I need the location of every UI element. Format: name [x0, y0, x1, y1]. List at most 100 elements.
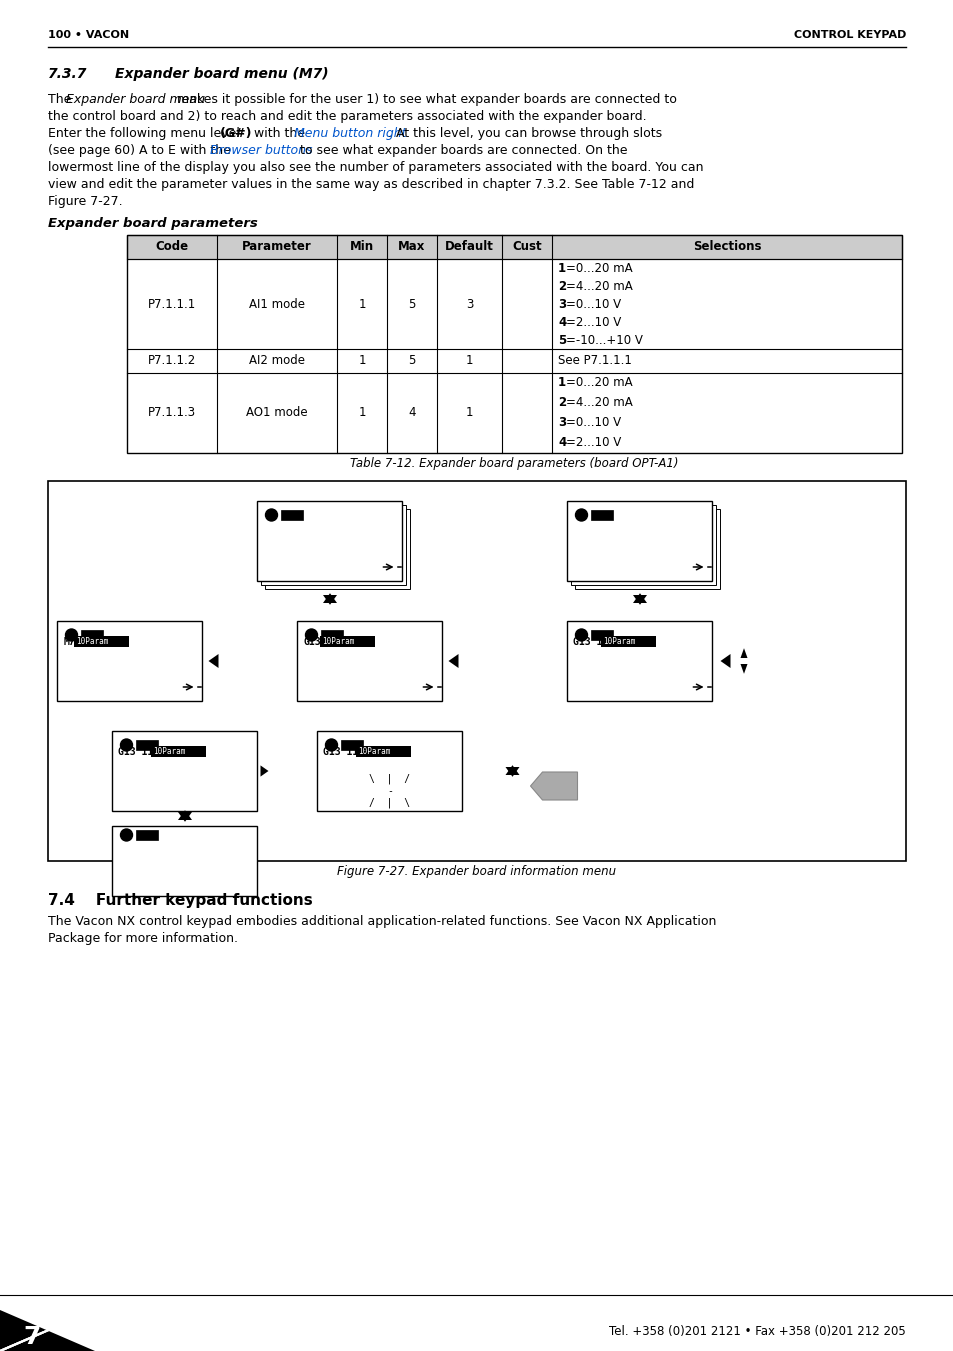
Text: Figure 7-27.: Figure 7-27.	[48, 195, 123, 208]
Text: Max: Max	[398, 240, 425, 254]
Text: Code: Code	[155, 240, 189, 254]
Text: G13 11: G13 11	[118, 747, 153, 757]
Text: =0...10 V: =0...10 V	[565, 416, 620, 430]
Text: Selections: Selections	[692, 240, 760, 254]
Text: 10Param: 10Param	[602, 638, 635, 647]
Bar	[321, 630, 343, 640]
Text: 1: 1	[358, 354, 365, 367]
Bar	[81, 630, 103, 640]
Bar	[341, 740, 363, 750]
Text: G13: G13	[303, 638, 321, 647]
Text: =0...20 mA: =0...20 mA	[565, 377, 632, 389]
Text: Enter the following menu level: Enter the following menu level	[48, 127, 244, 141]
Bar	[112, 731, 257, 811]
Bar	[319, 636, 375, 647]
Text: with the: with the	[250, 127, 309, 141]
Text: 5: 5	[408, 354, 416, 367]
Text: AO1 mode: AO1 mode	[246, 407, 308, 420]
Bar	[152, 746, 206, 757]
Text: G13 1: G13 1	[573, 638, 602, 647]
Bar	[74, 636, 130, 647]
Bar	[261, 505, 406, 585]
Bar	[567, 501, 712, 581]
Text: 3: 3	[465, 297, 473, 311]
Text: 10Param: 10Param	[153, 747, 186, 757]
Text: =4...20 mA: =4...20 mA	[565, 280, 632, 293]
Text: Tel. +358 (0)201 2121 • Fax +358 (0)201 212 205: Tel. +358 (0)201 2121 • Fax +358 (0)201 …	[609, 1325, 905, 1339]
Text: =2...10 V: =2...10 V	[565, 436, 620, 450]
Text: The Vacon NX control keypad embodies additional application-related functions. S: The Vacon NX control keypad embodies add…	[48, 915, 716, 928]
Text: 4: 4	[408, 407, 416, 420]
Polygon shape	[720, 654, 730, 667]
Text: -: -	[387, 786, 393, 796]
Circle shape	[66, 630, 77, 640]
Bar	[127, 235, 901, 453]
Text: P7.1.1.1: P7.1.1.1	[148, 297, 196, 311]
Polygon shape	[633, 594, 646, 605]
Text: =0...10 V: =0...10 V	[565, 297, 620, 311]
Bar	[297, 621, 442, 701]
Text: 5: 5	[558, 334, 566, 346]
Polygon shape	[633, 593, 646, 603]
Text: 3: 3	[558, 416, 565, 430]
Text: 7.3.7: 7.3.7	[48, 68, 88, 81]
Text: P7.1.1.3: P7.1.1.3	[148, 407, 196, 420]
Text: Table 7-12. Expander board parameters (board OPT-A1): Table 7-12. Expander board parameters (b…	[350, 457, 678, 470]
Polygon shape	[448, 654, 458, 667]
Polygon shape	[0, 1310, 95, 1351]
Text: 1: 1	[358, 407, 365, 420]
Text: (see page 60) A to E with the: (see page 60) A to E with the	[48, 145, 234, 157]
Text: 5: 5	[408, 297, 416, 311]
Bar	[317, 731, 462, 811]
Text: 10Param: 10Param	[76, 638, 109, 647]
Polygon shape	[178, 811, 192, 820]
Polygon shape	[530, 771, 577, 800]
Polygon shape	[740, 663, 747, 674]
Bar	[281, 509, 303, 520]
Text: 2: 2	[558, 280, 565, 293]
Text: to see what expander boards are connected. On the: to see what expander boards are connecte…	[295, 145, 627, 157]
Circle shape	[305, 630, 317, 640]
Polygon shape	[505, 767, 519, 777]
Text: Expander board menu (M7): Expander board menu (M7)	[115, 68, 328, 81]
Text: 2: 2	[558, 396, 565, 409]
Bar	[136, 830, 158, 840]
Circle shape	[575, 509, 587, 521]
Text: 1: 1	[465, 354, 473, 367]
Text: 100 • VACON: 100 • VACON	[48, 30, 129, 41]
Text: 4: 4	[558, 436, 566, 450]
Text: Expander board parameters: Expander board parameters	[48, 218, 257, 230]
Text: 7.4    Further keypad functions: 7.4 Further keypad functions	[48, 893, 313, 908]
Bar	[567, 621, 712, 701]
Text: Figure 7-27. Expander board information menu: Figure 7-27. Expander board information …	[337, 865, 616, 878]
Bar	[575, 509, 720, 589]
Text: Browser buttons: Browser buttons	[210, 145, 313, 157]
Text: 1: 1	[465, 407, 473, 420]
Text: 10Param: 10Param	[322, 638, 354, 647]
Text: /  |  \: / | \	[369, 797, 410, 808]
Text: \  |  /: \ | /	[369, 774, 410, 784]
Circle shape	[265, 509, 277, 521]
Text: 10Param: 10Param	[358, 747, 391, 757]
Text: 7: 7	[23, 1325, 41, 1350]
Bar	[136, 740, 158, 750]
Text: makes it possible for the user 1) to see what expander boards are connected to: makes it possible for the user 1) to see…	[172, 93, 677, 105]
Text: Package for more information.: Package for more information.	[48, 932, 237, 944]
Bar	[265, 509, 410, 589]
Circle shape	[575, 630, 587, 640]
Text: the control board and 2) to reach and edit the parameters associated with the ex: the control board and 2) to reach and ed…	[48, 109, 646, 123]
Polygon shape	[323, 594, 336, 605]
Text: Default: Default	[445, 240, 494, 254]
Text: view and edit the parameter values in the same way as described in chapter 7.3.2: view and edit the parameter values in th…	[48, 178, 694, 190]
Bar	[257, 501, 402, 581]
Text: 3: 3	[558, 297, 565, 311]
Text: =2...10 V: =2...10 V	[565, 316, 620, 328]
Text: Min: Min	[350, 240, 374, 254]
Circle shape	[120, 739, 132, 751]
Polygon shape	[505, 765, 519, 775]
Bar	[112, 825, 257, 896]
Text: . At this level, you can browse through slots: . At this level, you can browse through …	[388, 127, 661, 141]
Circle shape	[325, 739, 337, 751]
Bar	[356, 746, 411, 757]
Text: The: The	[48, 93, 75, 105]
